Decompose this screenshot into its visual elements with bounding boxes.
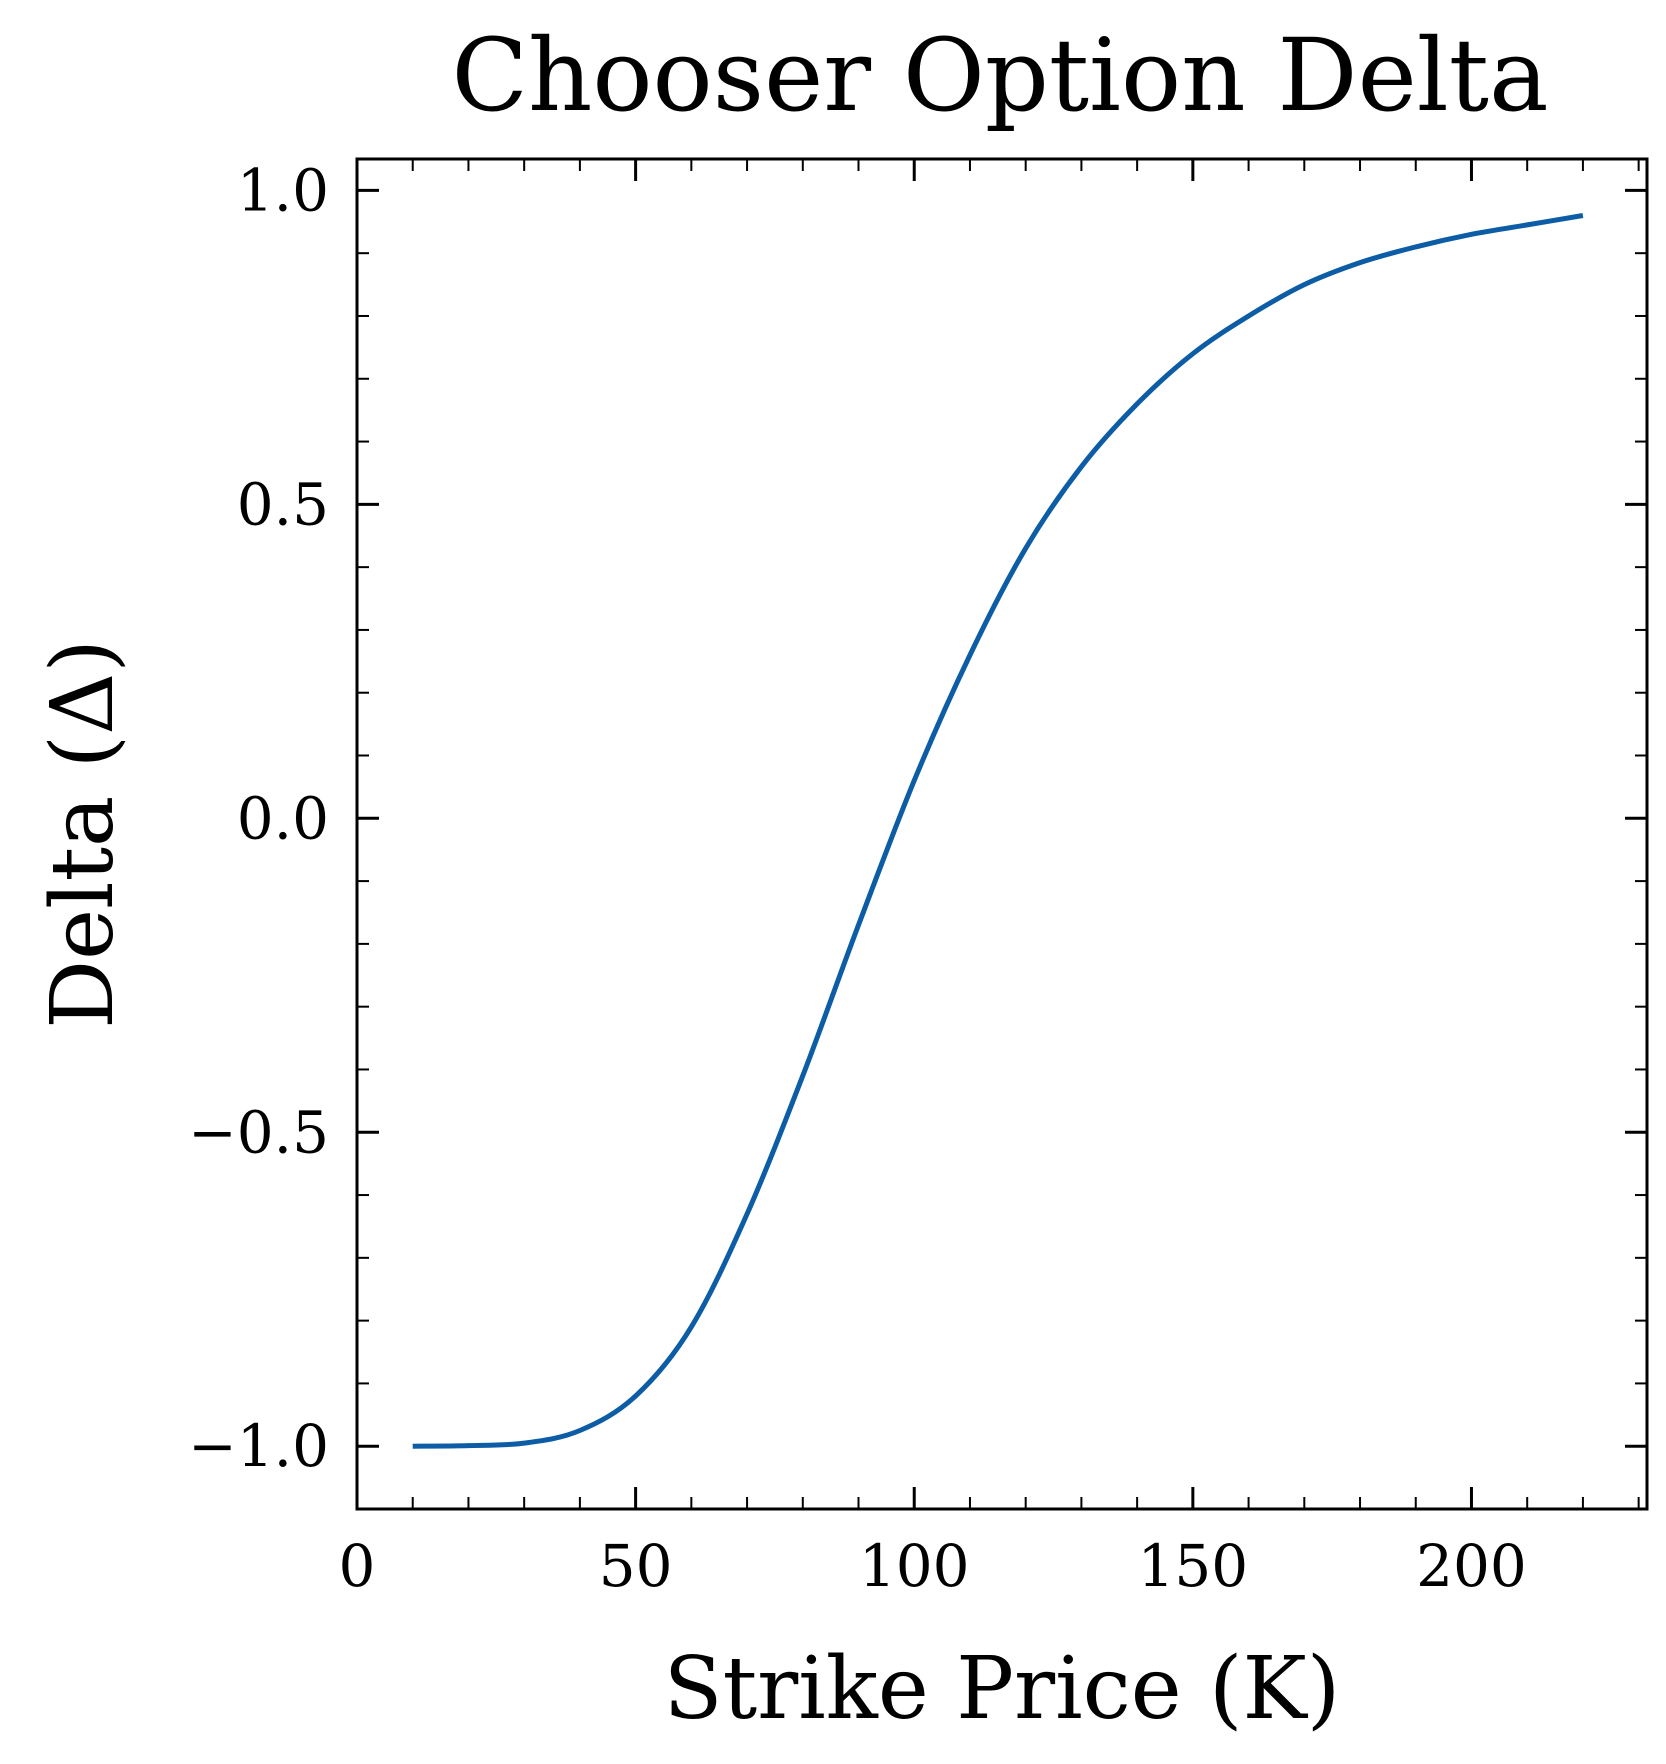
x-tick-label: 100 (859, 1532, 970, 1600)
y-tick-label: 1.0 (237, 156, 329, 224)
series-line (412, 213, 1584, 1449)
x-tick-label: 0 (339, 1532, 376, 1600)
x-tick-label: 50 (599, 1532, 673, 1600)
x-tick-labels: 0 50 100 150 200 (339, 1532, 1527, 1600)
x-tick-label: 150 (1137, 1532, 1248, 1600)
y-tick-label: 0.5 (237, 470, 329, 538)
y-tick-label: −0.5 (188, 1098, 329, 1166)
chart-title: Chooser Option Delta (451, 17, 1548, 134)
ticks-layer (355, 159, 1647, 1509)
x-tick-label: 200 (1416, 1532, 1527, 1600)
x-axis-title: Strike Price (K) (664, 1639, 1341, 1739)
plot-frame (355, 157, 1649, 1511)
y-axis-title: Delta (Δ) (33, 639, 133, 1029)
y-tick-label: −1.0 (188, 1412, 329, 1480)
y-tick-label: 0.0 (237, 784, 329, 852)
series-layer (412, 213, 1584, 1449)
y-tick-labels: −1.0 −0.5 0.0 0.5 1.0 (188, 156, 329, 1480)
